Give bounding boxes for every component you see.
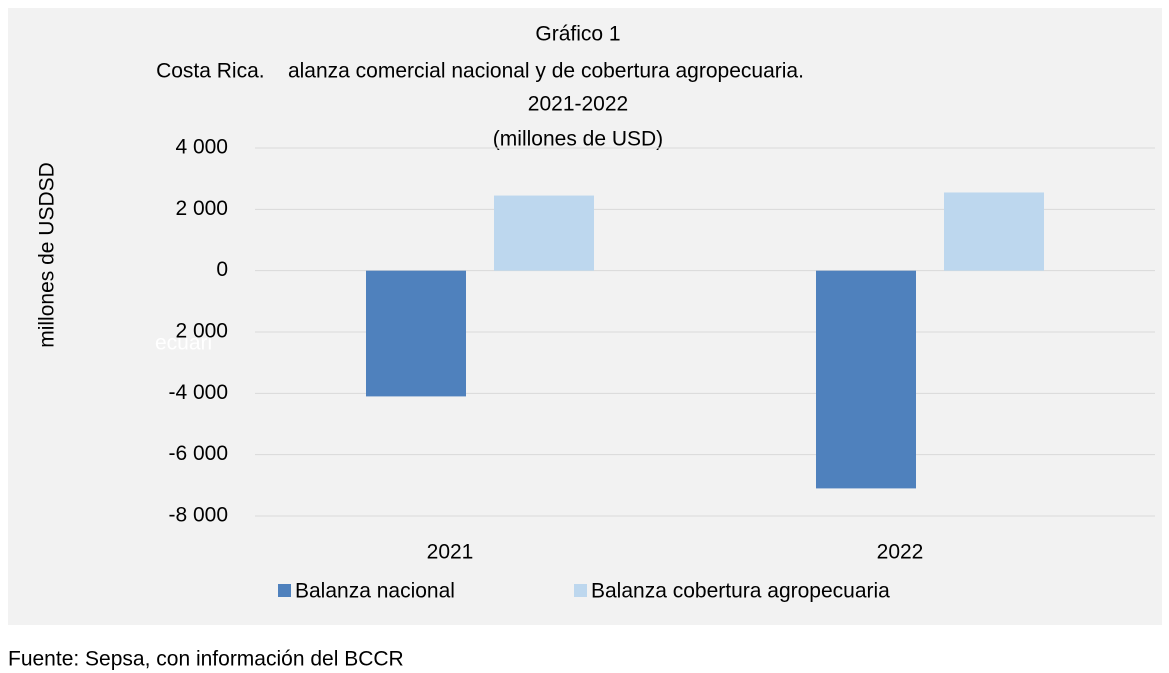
chart-subtitle: (millones de USD) — [493, 128, 663, 151]
y-tick-label: 2 000 — [175, 320, 228, 343]
y-axis-label: millones de USDSD — [36, 162, 59, 348]
source-note: Fuente: Sepsa, con información del BCCR — [8, 648, 404, 671]
chart-title: Gráfico 1 — [535, 23, 620, 46]
legend-swatch — [278, 584, 291, 597]
bar — [816, 270, 916, 489]
legend-swatch — [574, 584, 587, 597]
y-tick-label: -8 000 — [168, 504, 228, 527]
y-tick-label: -4 000 — [168, 381, 228, 404]
y-tick-label: 4 000 — [175, 136, 228, 159]
bar — [366, 270, 466, 397]
y-tick-label: 2 000 — [175, 197, 228, 220]
legend-label: Balanza nacional — [295, 580, 455, 603]
legend-label: Balanza cobertura agropecuaria — [591, 580, 890, 603]
bar — [494, 195, 594, 271]
annotation: ecuari — [155, 332, 212, 355]
y-tick-label: -6 000 — [168, 442, 228, 465]
chart-subtitle: Costa Rica. alanza comercial nacional y … — [156, 60, 804, 83]
chart-background — [8, 8, 1162, 625]
chart-subtitle: 2021-2022 — [528, 93, 628, 116]
x-tick-label: 2021 — [427, 541, 474, 564]
x-tick-label: 2022 — [877, 541, 924, 564]
bar — [944, 192, 1044, 271]
y-tick-label: 0 — [216, 258, 228, 281]
